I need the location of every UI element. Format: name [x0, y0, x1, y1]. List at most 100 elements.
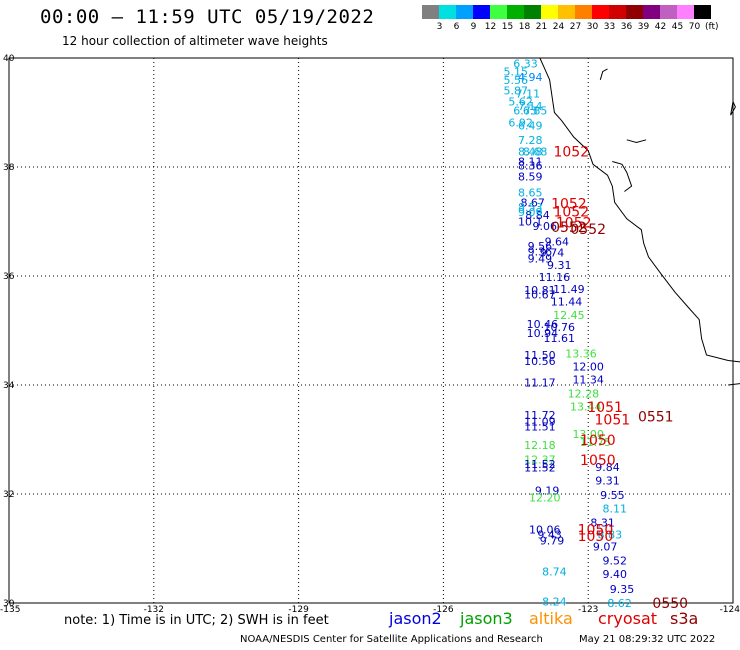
wave-height-value: 11.17 [524, 376, 556, 389]
wave-height-value: 8.11 [602, 503, 627, 516]
wave-height-value: 10.76 [543, 321, 575, 334]
wave-height-value: 12.28 [568, 388, 600, 401]
wave-height-value: 10.67 [524, 289, 556, 302]
color-scale-tick: 39 [637, 22, 650, 32]
wave-height-value: 8.24 [542, 595, 567, 608]
wave-height-value: 10.46 [527, 318, 559, 331]
satellite-legend-s3a: s3a [670, 609, 699, 628]
color-scale-tick: 27 [569, 22, 582, 32]
longitude-tick-label: -135 [0, 605, 20, 615]
wave-height-value: 11.61 [543, 332, 575, 345]
wave-height-value: 9.64 [545, 236, 570, 249]
wave-height-value: 8.11 [518, 156, 543, 169]
wave-height-value: 12.20 [529, 491, 561, 504]
wave-height-value: 5.15 [504, 66, 529, 79]
wave-height-value: 9.56 [528, 240, 553, 253]
color-scale-unit: (ft) [705, 22, 719, 32]
pass-time-label: 1052 [556, 216, 592, 232]
wave-height-value: 12.45 [553, 309, 585, 322]
color-swatch [507, 5, 524, 19]
island-outline [728, 383, 740, 386]
color-scale-tick: 9 [470, 22, 477, 32]
latitude-tick-label: 34 [3, 381, 15, 391]
color-swatch [456, 5, 473, 19]
wave-height-value: 9.19 [535, 485, 560, 498]
pass-time-label: 0550 [652, 596, 688, 612]
wave-height-value: 7.11 [516, 87, 541, 100]
wave-height-value: 10.56 [524, 355, 556, 368]
pass-time-label: 1050 [578, 529, 614, 545]
latitude-tick-label: 30 [3, 599, 15, 609]
pass-time-label: 1050 [580, 433, 616, 449]
wave-height-value: 11.51 [524, 420, 556, 433]
color-scale-tick: 70 [688, 22, 701, 32]
color-scale-tick: 30 [586, 22, 599, 32]
color-swatch [541, 5, 558, 19]
wave-height-value: 11.09 [524, 416, 556, 429]
wave-height-value: 13.44 [570, 400, 602, 413]
color-scale-bar [422, 5, 711, 19]
wave-height-value: 6.33 [513, 57, 538, 70]
wave-height-value: 11.72 [524, 409, 556, 422]
wave-height-value: 7.28 [518, 134, 543, 147]
color-swatch [660, 5, 677, 19]
wave-height-value: 8.31 [590, 516, 615, 529]
wave-height-value: 8.36 [518, 159, 543, 172]
latitude-tick-label: 32 [3, 490, 14, 500]
wave-height-value: 4.94 [518, 71, 543, 84]
coastline [539, 57, 740, 386]
color-scale-tick: 18 [518, 22, 531, 32]
wave-height-value: 9.43 [537, 528, 562, 541]
wave-height-value: 5.87 [504, 85, 529, 98]
satellite-legend-jason2: jason2 [389, 609, 442, 628]
pass-time-label: 1052 [553, 205, 589, 221]
wave-height-value: 9.06 [533, 220, 558, 233]
color-swatch [643, 5, 660, 19]
wave-height-value: 9.52 [602, 554, 627, 567]
wave-height-value: 6.73 [513, 104, 538, 117]
coastline-path [539, 57, 740, 363]
wave-height-value: 9.31 [595, 474, 620, 487]
wave-height-value: 10.81 [524, 284, 556, 297]
color-swatch [473, 5, 490, 19]
color-scale-tick: 21 [535, 22, 548, 32]
chart-title: 00:00 – 11:59 UTC 05/19/2022 [40, 6, 375, 28]
color-scale-tick: 15 [501, 22, 514, 32]
color-swatch [439, 5, 456, 19]
color-swatch [524, 5, 541, 19]
color-scale-tick: 24 [552, 22, 565, 32]
color-scale-tick: 3 [436, 22, 443, 32]
wave-height-value: 9.31 [547, 259, 572, 272]
wave-height-value: 8.62 [607, 597, 632, 610]
color-scale-tick: 12 [484, 22, 497, 32]
pass-time-label: 1051 [595, 412, 631, 428]
color-scale-tick: 33 [603, 22, 616, 32]
wave-height-value: 11.16 [539, 271, 571, 284]
wave-height-value: 13.00 [572, 428, 604, 441]
color-scale-tick: 45 [671, 22, 684, 32]
color-swatch [677, 5, 694, 19]
color-swatch [422, 5, 439, 19]
graticule [8, 57, 734, 604]
color-swatch [694, 5, 711, 19]
wave-height-value: 7.14 [518, 100, 543, 113]
wave-height-value: 9.09 [518, 206, 543, 219]
pass-time-label: 0551 [638, 410, 674, 426]
wave-height-value: 8.48 [518, 146, 543, 159]
wave-height-value: 9.36 [528, 245, 553, 258]
wave-height-value: 11.50 [524, 349, 556, 362]
color-swatch [609, 5, 626, 19]
wave-height-value: 9.07 [593, 540, 618, 553]
color-scale-tick: 36 [620, 22, 633, 32]
wave-height-value: 10.94 [527, 327, 559, 340]
pass-time-label: 0552 [570, 222, 606, 238]
wave-height-value: 8.74 [542, 565, 567, 578]
pass-time-label: 1052 [551, 197, 587, 213]
wave-height-value: 9.49 [528, 253, 553, 266]
wave-height-value: 6.49 [518, 120, 543, 133]
wave-height-value: 8.83 [598, 528, 623, 541]
satellite-legend-altika: altika [529, 609, 573, 628]
wave-height-value: 8.59 [518, 170, 543, 183]
